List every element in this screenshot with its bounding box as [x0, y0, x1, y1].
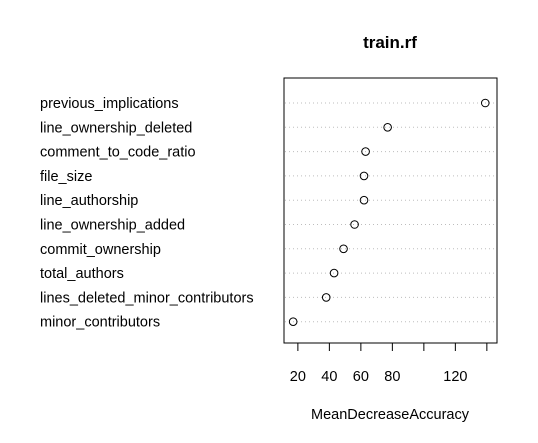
x-axis-label: MeanDecreaseAccuracy	[311, 407, 470, 423]
x-tick-label: 20	[290, 369, 306, 385]
data-points	[288, 98, 490, 327]
x-tick-label: 120	[443, 369, 467, 385]
data-point	[350, 220, 359, 229]
chart-title: train.rf	[363, 33, 417, 52]
category-label: line_ownership_added	[40, 218, 185, 234]
x-tick-label: 60	[353, 369, 369, 385]
data-point	[383, 123, 392, 132]
x-tick-label: 80	[384, 369, 400, 385]
data-point	[329, 268, 339, 278]
x-tick-label: 40	[321, 369, 337, 385]
category-label: comment_to_code_ratio	[40, 145, 196, 161]
data-point	[321, 293, 331, 302]
data-point	[359, 195, 369, 205]
guide-lines	[285, 102, 496, 323]
category-label: total_authors	[40, 266, 124, 282]
data-point	[339, 244, 348, 254]
x-axis: 20 40 60 80 120	[290, 342, 488, 385]
category-label: lines_deleted_minor_contributors	[40, 290, 254, 306]
category-label: file_size	[40, 169, 92, 185]
category-label: line_authorship	[40, 193, 138, 209]
category-label: commit_ownership	[40, 242, 161, 258]
category-label: line_ownership_deleted	[40, 120, 192, 136]
plot-frame	[283, 77, 498, 344]
data-point	[359, 171, 369, 181]
data-point	[361, 147, 370, 156]
data-point	[480, 98, 490, 108]
category-label: minor_contributors	[40, 315, 160, 331]
category-labels: previous_implications line_ownership_dele…	[40, 96, 254, 331]
data-point	[288, 317, 298, 327]
category-label: previous_implications	[40, 96, 179, 112]
